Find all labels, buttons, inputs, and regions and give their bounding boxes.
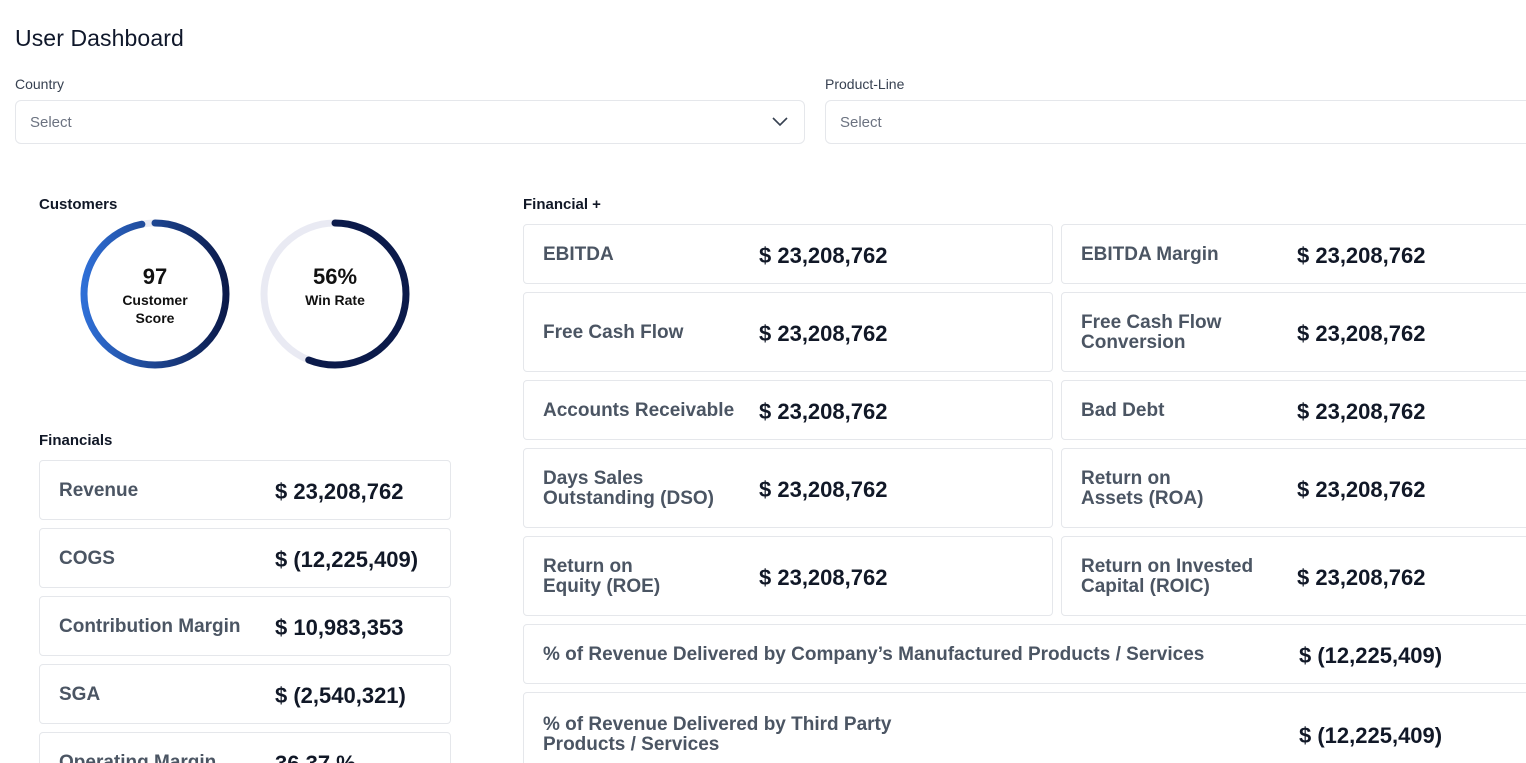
metric-card-roa: Return on Assets (ROA) $ 23,208,762 — [1061, 448, 1526, 528]
metric-card-label: EBITDA Margin — [1081, 244, 1219, 265]
metric-card-label: Free Cash Flow — [543, 322, 684, 343]
product-line-label: Product-Line — [825, 76, 905, 92]
metric-card-value: $ (12,225,409) — [1299, 723, 1443, 748]
product-line-select[interactable]: Select — [825, 100, 1526, 144]
metric-card-value: $ 23,208,762 — [1297, 243, 1426, 268]
metric-card-dso: Days Sales Outstanding (DSO) $ 23,208,76… — [523, 448, 1053, 528]
financial-card-label: Revenue — [59, 480, 139, 501]
country-select-placeholder: Select — [30, 114, 72, 131]
country-select[interactable]: Select — [15, 100, 805, 144]
metric-card-label-line2: Capital (ROIC) — [1081, 576, 1210, 597]
metric-card-ebitda-margin: EBITDA Margin $ 23,208,762 — [1061, 224, 1526, 284]
metric-card-label-line2: Equity (ROE) — [543, 576, 661, 597]
customer-score-ring: 97 Customer Score — [78, 217, 232, 371]
financial-card-contribution-margin: Contribution Margin $ 10,983,353 — [39, 596, 451, 656]
customers-section-label: Customers — [39, 196, 118, 213]
chevron-down-icon — [772, 117, 788, 127]
metric-card-value: $ 23,208,762 — [1297, 477, 1426, 502]
financial-card-value: $ (12,225,409) — [275, 547, 419, 572]
metric-card-value: $ 23,208,762 — [1297, 321, 1426, 346]
financial-card-label: SGA — [59, 684, 101, 705]
financial-card-label: Operating Margin — [59, 752, 217, 763]
financial-card-value: $ (2,540,321) — [275, 683, 406, 708]
metric-card-value: $ 23,208,762 — [759, 565, 888, 590]
metric-card-label-line2: Outstanding (DSO) — [543, 488, 714, 509]
customer-score-label-line1: Customer — [122, 292, 188, 308]
financial-card-label: Contribution Margin — [59, 616, 241, 637]
financial-card-revenue: Revenue $ 23,208,762 — [39, 460, 451, 520]
financial-card-operating-margin: Operating Margin 36.37 % — [39, 732, 451, 763]
metric-card-label: Bad Debt — [1081, 400, 1165, 421]
win-rate-label: Win Rate — [305, 292, 365, 308]
metric-card-value: $ 23,208,762 — [1297, 565, 1426, 590]
metric-card-value: $ 23,208,762 — [759, 399, 888, 424]
metric-card-label-line1: Free Cash Flow — [1081, 312, 1222, 333]
metric-card-roe: Return on Equity (ROE) $ 23,208,762 — [523, 536, 1053, 616]
financial-card-value: $ 23,208,762 — [275, 479, 404, 504]
financial-card-label: COGS — [59, 548, 115, 569]
metric-card-bad-debt: Bad Debt $ 23,208,762 — [1061, 380, 1526, 440]
metric-card-label: EBITDA — [543, 244, 614, 265]
metric-card-value: $ 23,208,762 — [759, 321, 888, 346]
metric-card-value: $ 23,208,762 — [1297, 399, 1426, 424]
metric-card-roic: Return on Invested Capital (ROIC) $ 23,2… — [1061, 536, 1526, 616]
metric-card-label-line1: Return on — [1081, 468, 1171, 489]
metric-card-label-line1: Days Sales — [543, 468, 644, 489]
metric-card-revenue-third-party: % of Revenue Delivered by Third Party Pr… — [523, 692, 1526, 763]
metric-card-label-line1: % of Revenue Delivered by Third Party — [543, 714, 892, 735]
metric-card-free-cash-flow: Free Cash Flow $ 23,208,762 — [523, 292, 1053, 372]
customer-score-value: 97 — [142, 264, 168, 289]
metric-card-label-line2: Assets (ROA) — [1081, 488, 1204, 509]
metric-card-ebitda: EBITDA $ 23,208,762 — [523, 224, 1053, 284]
page-title: User Dashboard — [15, 25, 184, 51]
financial-card-value: 36.37 % — [275, 751, 356, 763]
metric-card-accounts-receivable: Accounts Receivable $ 23,208,762 — [523, 380, 1053, 440]
win-rate-ring: 56% Win Rate — [258, 217, 412, 371]
country-label: Country — [15, 76, 65, 92]
financial-card-sga: SGA $ (2,540,321) — [39, 664, 451, 724]
financials-section-label: Financials — [39, 432, 113, 449]
financial-card-cogs: COGS $ (12,225,409) — [39, 528, 451, 588]
metric-card-label: % of Revenue Delivered by Company’s Manu… — [543, 644, 1205, 665]
metric-card-value: $ (12,225,409) — [1299, 643, 1443, 668]
metric-card-label-line1: Return on Invested — [1081, 556, 1254, 577]
metric-card-label-line1: Return on — [543, 556, 633, 577]
metric-card-value: $ 23,208,762 — [759, 477, 888, 502]
financial-plus-section-label: Financial + — [523, 196, 601, 213]
customer-score-label-line2: Score — [135, 310, 175, 326]
metric-card-label-line2: Conversion — [1081, 332, 1186, 353]
product-line-select-placeholder: Select — [840, 114, 882, 131]
metric-card-label-line2: Products / Services — [543, 734, 720, 755]
metric-card-label: Accounts Receivable — [543, 400, 735, 421]
financial-card-value: $ 10,983,353 — [275, 615, 404, 640]
metric-card-value: $ 23,208,762 — [759, 243, 888, 268]
metric-card-revenue-manufactured: % of Revenue Delivered by Company’s Manu… — [523, 624, 1526, 684]
win-rate-value: 56% — [312, 264, 358, 289]
metric-card-free-cash-flow-conversion: Free Cash Flow Conversion $ 23,208,762 — [1061, 292, 1526, 372]
